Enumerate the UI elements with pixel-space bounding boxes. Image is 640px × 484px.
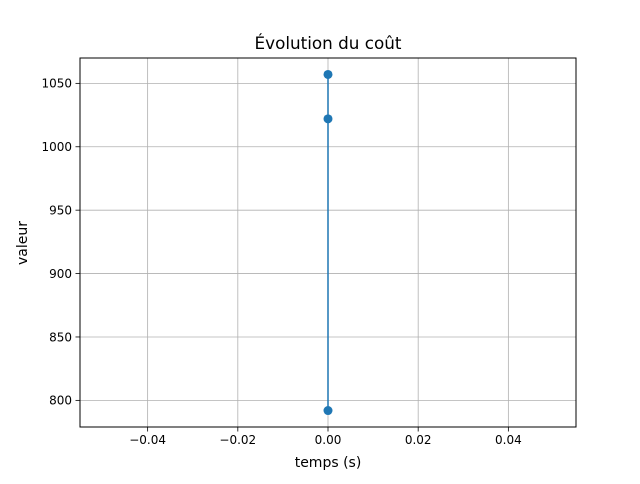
data-point: [323, 114, 333, 124]
data-series: [323, 69, 333, 416]
y-tick-label: 850: [49, 330, 72, 344]
chart-title: Évolution du coût: [255, 32, 402, 53]
y-tick-label: 950: [49, 203, 72, 217]
y-tick-label: 900: [49, 267, 72, 281]
y-tick-label: 800: [49, 394, 72, 408]
x-tick-label: −0.02: [219, 433, 256, 447]
x-axis-label: temps (s): [295, 455, 362, 471]
x-tick-label: 0.04: [495, 433, 522, 447]
x-tick-label: 0.02: [405, 433, 432, 447]
data-point: [323, 406, 333, 416]
y-axis-label: valeur: [15, 221, 31, 265]
axis-ticks: −0.04 −0.02 0.00 0.02 0.04 800 850 900 950 1000 10…: [41, 77, 521, 447]
y-tick-label: 1050: [41, 77, 72, 91]
data-point: [323, 69, 333, 79]
x-tick-label: −0.04: [129, 433, 166, 447]
y-tick-label: 1000: [41, 140, 72, 154]
x-tick-label: 0.00: [315, 433, 342, 447]
